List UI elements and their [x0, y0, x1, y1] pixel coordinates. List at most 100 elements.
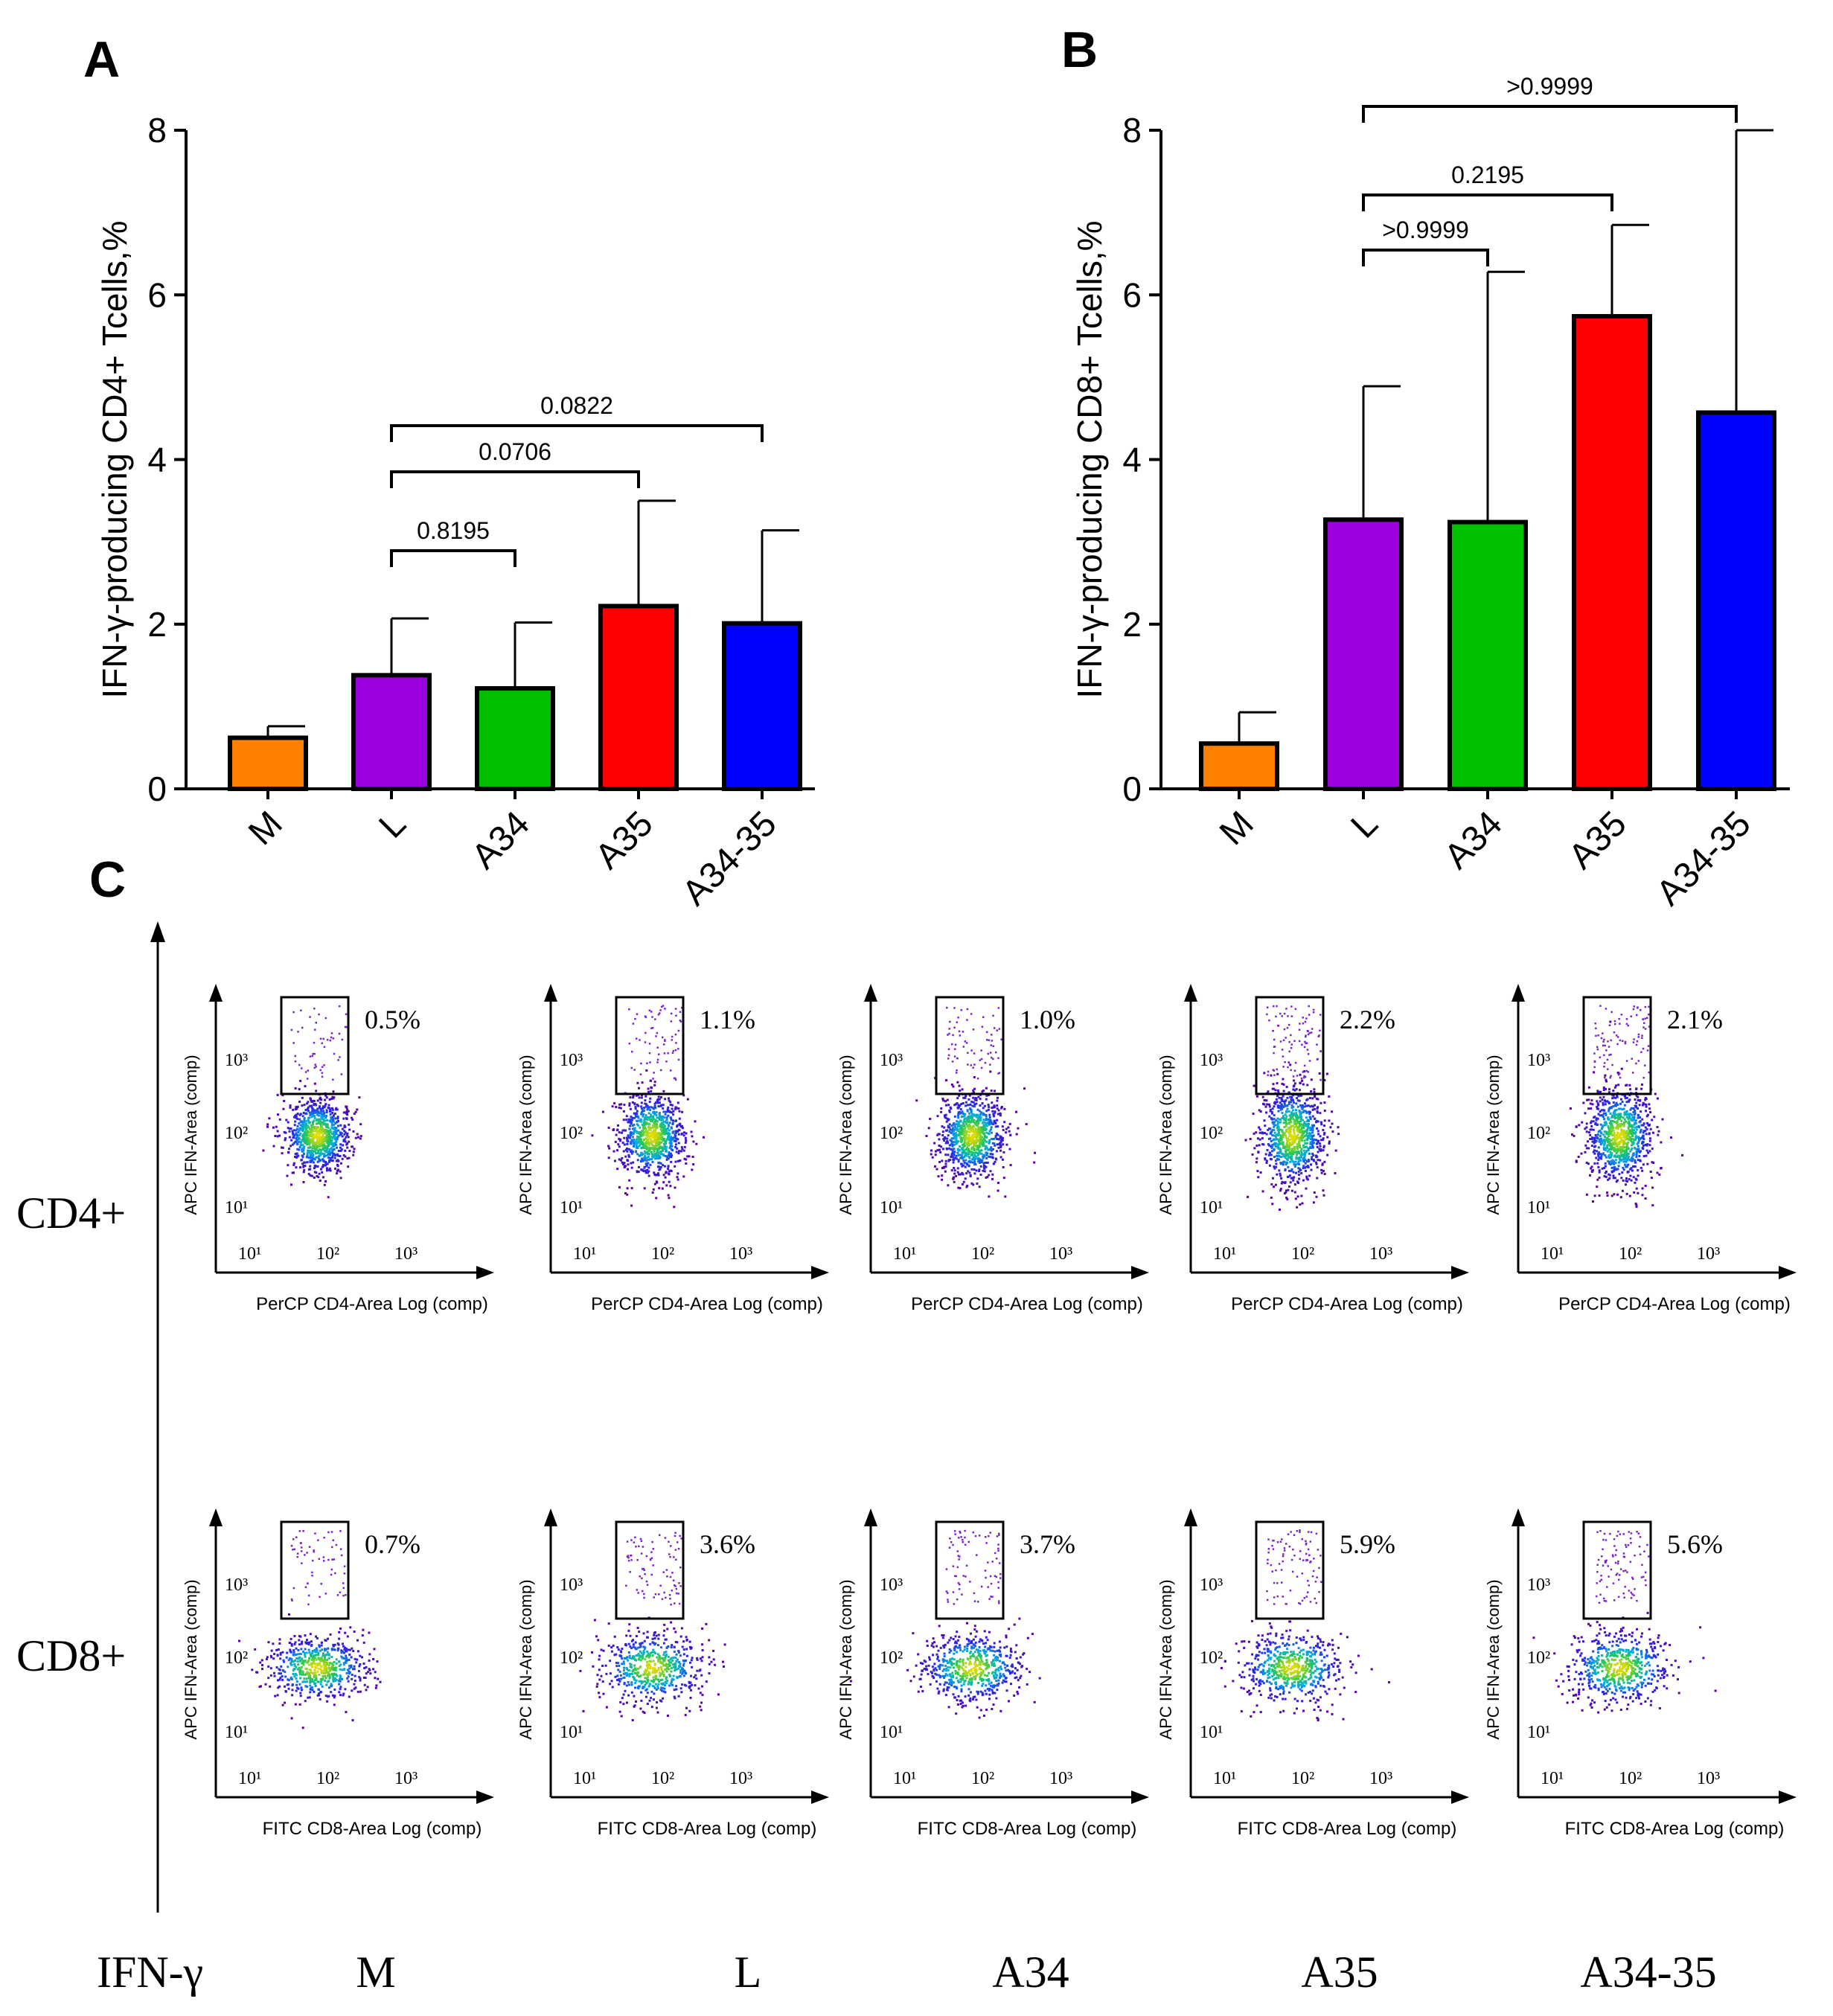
- flow-gate-percent: 2.1%: [1667, 1005, 1723, 1034]
- flow-x-axis-label: FITC CD8-Area Log (comp): [1238, 1819, 1457, 1839]
- panel-a-p-value: 0.0822: [540, 392, 613, 419]
- panel-b-bar-m: [1199, 741, 1279, 791]
- column-label-l: L: [735, 1948, 762, 1997]
- flow-y-axis-label: APC IFN-Area (comp): [1484, 1579, 1503, 1739]
- panel-b-comparison-bracket: [1362, 249, 1489, 266]
- panel-letter-b: B: [1061, 22, 1098, 78]
- flow-plot: 10¹ 10² 10³ 10¹ 10² 10³ APC IFN-Area (comp) Per…: [182, 984, 494, 1314]
- flow-x-tick-label: 10²: [316, 1769, 339, 1788]
- flow-density-cloud: [262, 1005, 362, 1199]
- flow-x-tick-label: 10²: [651, 1769, 674, 1788]
- flow-gate: [615, 1520, 685, 1620]
- flow-y-axis-label: APC IFN-Area (comp): [182, 1579, 200, 1739]
- flow-x-axis-label: FITC CD8-Area Log (comp): [918, 1819, 1137, 1839]
- flow-x-axis-label: PerCP CD4-Area Log (comp): [911, 1294, 1143, 1314]
- flow-gate-percent: 5.9%: [1340, 1529, 1395, 1559]
- flow-y-tick-label: 10³: [560, 1575, 583, 1595]
- panel-b-comparison-bracket: [1362, 193, 1613, 211]
- flow-x-axis-label: FITC CD8-Area Log (comp): [263, 1819, 482, 1839]
- flow-density-cloud: [1569, 1005, 1684, 1209]
- flow-y-tick-label: 10¹: [880, 1198, 903, 1217]
- panel-b-y-tick-label: 0: [1122, 769, 1142, 808]
- flow-y-axis-arrow-icon: [1184, 984, 1197, 1002]
- flow-gate-percent: 0.7%: [365, 1529, 420, 1559]
- flow-x-axis-arrow-icon: [811, 1266, 829, 1279]
- panel-a-bar-a35: [598, 604, 679, 791]
- panel-c: 10¹ 10² 10³ 10¹ 10² 10³ APC IFN-Area (comp) Per…: [182, 984, 1797, 1839]
- flow-y-tick-label: 10³: [1200, 1051, 1223, 1070]
- panel-a-p-value: 0.0706: [479, 438, 551, 465]
- flow-x-axis-arrow-icon: [811, 1791, 829, 1804]
- flow-density-cloud: [238, 1530, 382, 1729]
- panel-b-y-tick-label: 6: [1122, 275, 1142, 314]
- flow-plot: 10¹ 10² 10³ 10¹ 10² 10³ APC IFN-Area (comp) Per…: [516, 984, 829, 1314]
- flow-y-tick-label: 10¹: [1200, 1723, 1223, 1742]
- flow-x-tick-label: 10³: [1369, 1244, 1392, 1264]
- flow-y-tick-label: 10¹: [560, 1723, 583, 1742]
- flow-y-axis-label: APC IFN-Area (comp): [1484, 1055, 1503, 1215]
- panel-a-y-tick-label: 4: [147, 441, 167, 479]
- panel-a-y-tick-label: 8: [147, 111, 167, 150]
- column-label-a34-35: A34-35: [1580, 1948, 1716, 1997]
- flow-x-tick-label: 10²: [1291, 1244, 1314, 1264]
- flow-y-axis-arrow-icon: [209, 1508, 223, 1526]
- flow-y-tick-label: 10²: [225, 1124, 248, 1143]
- flow-y-tick-label: 10¹: [225, 1723, 248, 1742]
- panel-b-x-tick-label-a35: A35: [1561, 804, 1634, 877]
- flow-plot: 10¹ 10² 10³ 10¹ 10² 10³ APC IFN-Area (comp) Per…: [1484, 984, 1797, 1314]
- flow-gate: [615, 996, 685, 1095]
- row-label-cd4: CD4+: [16, 1188, 126, 1238]
- panel-b-y-tick-label: 4: [1122, 441, 1142, 479]
- flow-gate: [1582, 1520, 1652, 1620]
- panel-b-p-value: >0.9999: [1506, 73, 1593, 100]
- flow-y-tick-label: 10¹: [225, 1198, 248, 1217]
- flow-y-tick-label: 10³: [560, 1051, 583, 1070]
- flow-y-tick-label: 10³: [225, 1575, 248, 1595]
- panel-a-x-tick-label-a35: A35: [588, 804, 661, 877]
- flow-x-axis-arrow-icon: [1779, 1266, 1797, 1279]
- flow-x-axis-arrow-icon: [1451, 1266, 1469, 1279]
- flow-y-tick-label: 10³: [1200, 1575, 1223, 1595]
- panel-b-x-tick-label-a34-35: A34-35: [1649, 804, 1759, 913]
- panel-a-bar-a34-35: [722, 621, 802, 791]
- flow-x-axis-arrow-icon: [1451, 1791, 1469, 1804]
- flow-gate-percent: 1.1%: [700, 1005, 755, 1034]
- flow-y-tick-label: 10²: [560, 1648, 583, 1668]
- flow-y-axis-arrow-icon: [544, 984, 557, 1002]
- flow-gate: [280, 996, 350, 1095]
- flow-y-tick-label: 10²: [880, 1124, 903, 1143]
- flow-gate-percent: 0.5%: [365, 1005, 420, 1034]
- flow-y-axis-label: APC IFN-Area (comp): [1157, 1579, 1175, 1739]
- flow-gate-percent: 3.6%: [700, 1529, 755, 1559]
- row-label-cd8: CD8+: [16, 1631, 126, 1680]
- flow-gate: [280, 1520, 350, 1620]
- flow-plot: 10¹ 10² 10³ 10¹ 10² 10³ APC IFN-Area (comp) FIT…: [1484, 1508, 1797, 1839]
- flow-y-axis-arrow-icon: [864, 984, 877, 1002]
- flow-gate-percent: 3.7%: [1020, 1529, 1075, 1559]
- flow-x-axis-arrow-icon: [476, 1266, 494, 1279]
- flow-y-tick-label: 10³: [225, 1051, 248, 1070]
- flow-density-cloud: [1532, 1530, 1717, 1714]
- flow-gate: [935, 1520, 1005, 1620]
- flow-x-axis-arrow-icon: [1779, 1791, 1797, 1804]
- panel-b-bar-a34: [1447, 519, 1528, 791]
- flow-x-tick-label: 10³: [1697, 1244, 1720, 1264]
- panel-b: 0 2 4 6 8 IFN-γ-producing CD8+ Tcells,% M L A34 A…: [1070, 73, 1790, 913]
- flow-y-axis-label: APC IFN-Area (comp): [1157, 1055, 1175, 1215]
- flow-y-axis-label: APC IFN-Area (comp): [516, 1055, 535, 1215]
- flow-y-axis-label: APC IFN-Area (comp): [516, 1579, 535, 1739]
- flow-y-tick-label: 10³: [1527, 1575, 1550, 1595]
- flow-x-tick-label: 10¹: [573, 1244, 596, 1264]
- flow-y-tick-label: 10²: [225, 1648, 248, 1668]
- panel-a-x-tick-label-a34: A34: [464, 804, 537, 877]
- flow-y-axis-arrow-icon: [1511, 984, 1525, 1002]
- panel-b-y-tick-label: 8: [1122, 111, 1142, 150]
- panel-b-y-axis-label: IFN-γ-producing CD8+ Tcells,%: [1070, 220, 1109, 698]
- flow-x-axis-label: PerCP CD4-Area Log (comp): [1231, 1294, 1463, 1314]
- flow-y-tick-label: 10³: [880, 1051, 903, 1070]
- flow-x-axis-label: PerCP CD4-Area Log (comp): [256, 1294, 488, 1314]
- flow-y-tick-label: 10²: [1527, 1648, 1550, 1668]
- flow-y-tick-label: 10²: [1200, 1648, 1223, 1668]
- column-label-m: M: [356, 1948, 395, 1997]
- flow-y-axis-label: APC IFN-Area (comp): [836, 1055, 855, 1215]
